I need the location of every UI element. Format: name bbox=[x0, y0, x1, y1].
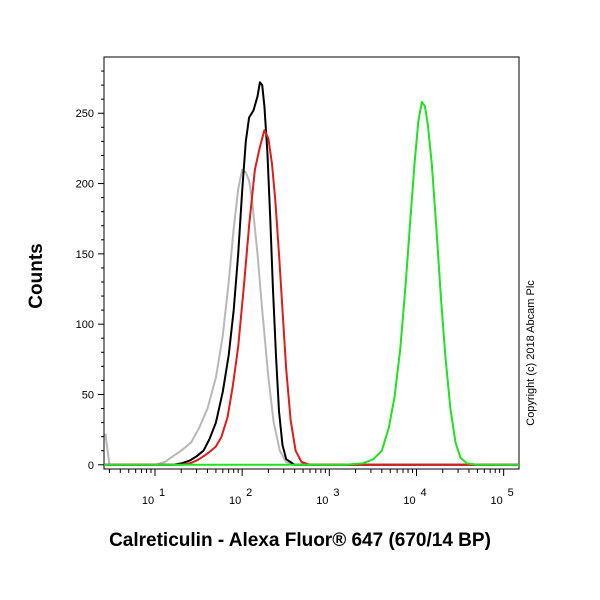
plot-frame bbox=[103, 56, 520, 470]
y-tick-label: 250 bbox=[76, 108, 94, 120]
x-tick-label: 10 bbox=[142, 495, 154, 507]
y-tick-label: 50 bbox=[82, 389, 94, 401]
x-tick-exponent: 1 bbox=[159, 487, 165, 499]
series-line-1 bbox=[104, 168, 519, 466]
series-layer bbox=[104, 81, 519, 466]
series-line-2 bbox=[104, 81, 519, 466]
x-tick-label: 10 bbox=[403, 495, 415, 507]
x-tick-exponent: 4 bbox=[420, 487, 426, 499]
x-tick-exponent: 2 bbox=[246, 487, 252, 499]
copyright-notice: Copyright (c) 2018 Abcam Plc bbox=[525, 280, 537, 426]
x-axis-title: Calreticulin - Alexa Fluor® 647 (670/14 … bbox=[109, 530, 491, 551]
y-axis-title: Counts bbox=[26, 243, 47, 308]
y-tick-label: 100 bbox=[76, 319, 94, 331]
x-tick-label: 10 bbox=[229, 495, 241, 507]
series-line-4 bbox=[104, 101, 519, 466]
y-tick-label: 200 bbox=[76, 179, 94, 191]
x-tick-exponent: 5 bbox=[508, 487, 514, 499]
x-tick-label: 10 bbox=[491, 495, 503, 507]
x-tick-label: 10 bbox=[316, 495, 328, 507]
x-axis: 10 1 10 2 10 3 10 4 10 5 bbox=[108, 469, 514, 507]
x-tick-exponent: 3 bbox=[333, 487, 339, 499]
y-tick-label: 150 bbox=[76, 249, 94, 261]
y-tick-label: 0 bbox=[88, 460, 94, 472]
y-axis: 0 50 100 150 200 250 bbox=[76, 70, 104, 472]
series-line-3 bbox=[104, 129, 519, 466]
